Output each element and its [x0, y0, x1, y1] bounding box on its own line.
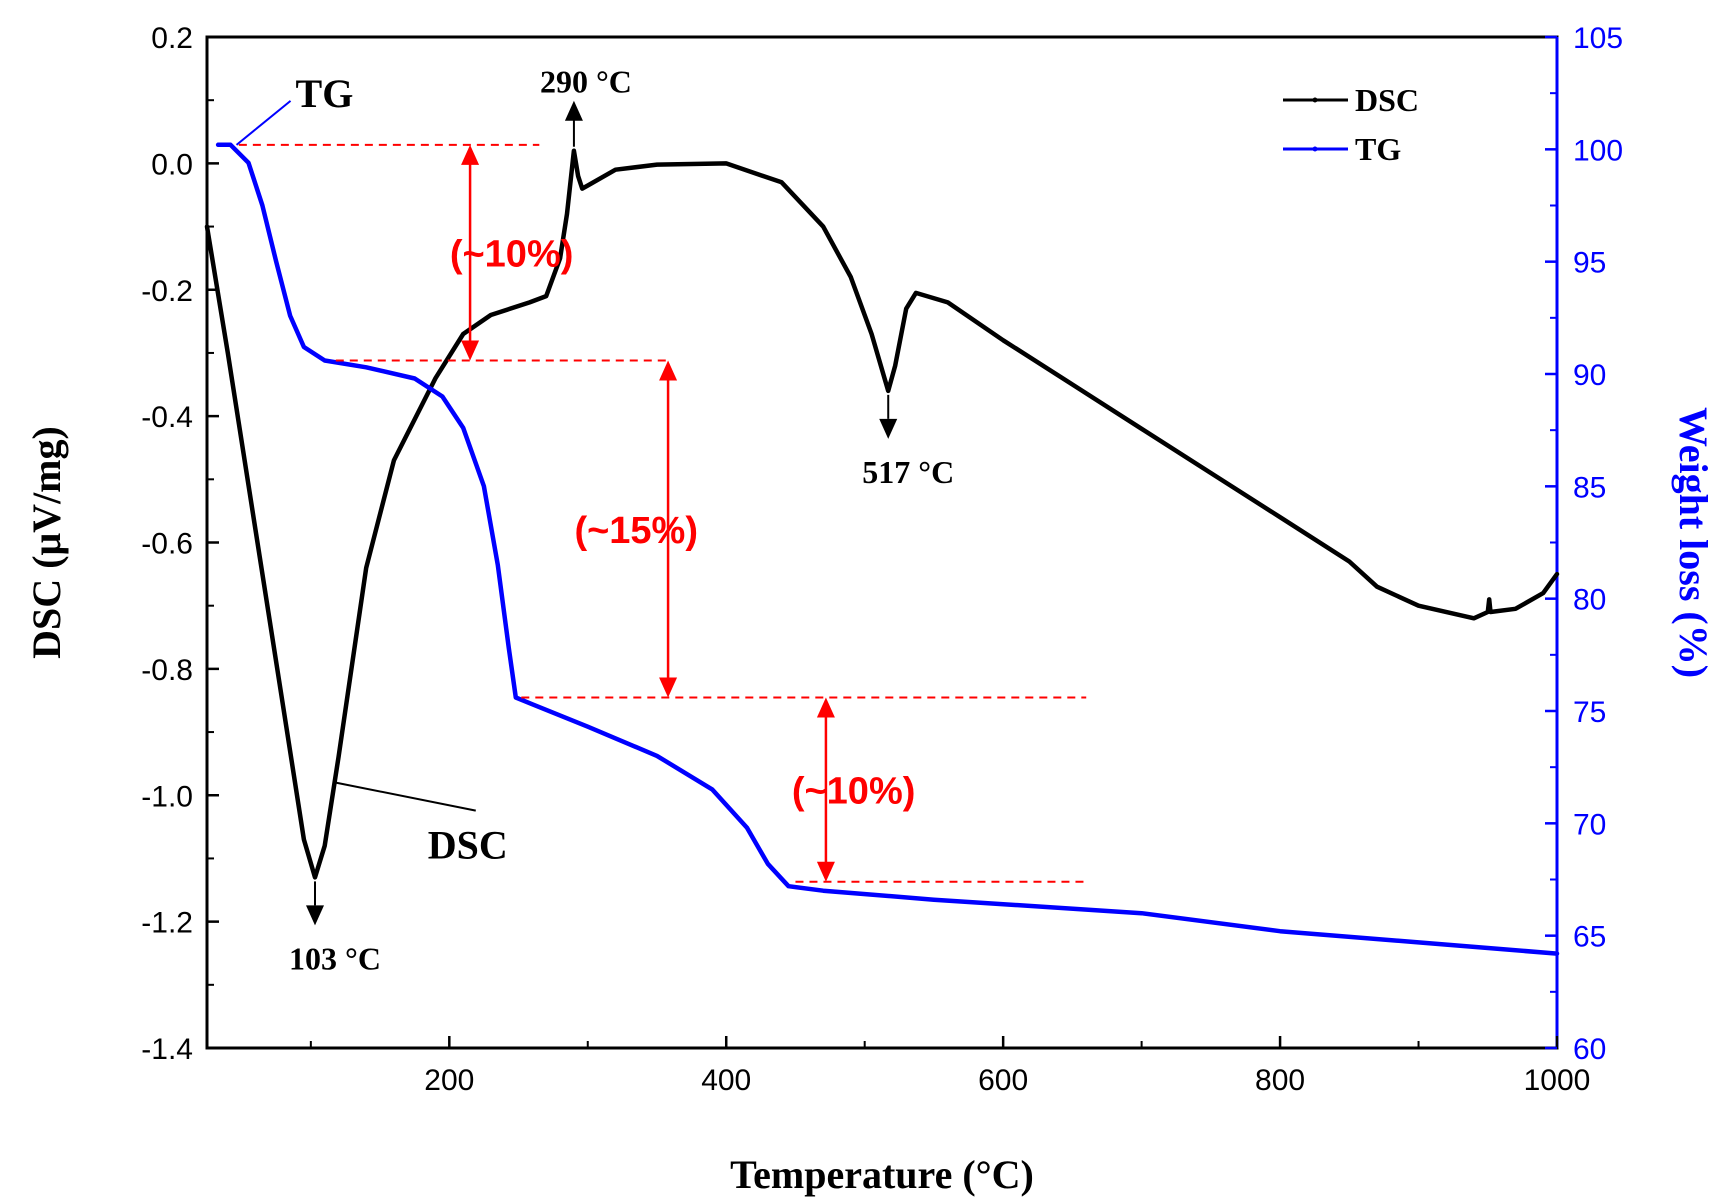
y-left-tick-label: -0.2	[141, 275, 193, 308]
ticks-layer: 200 400 600 800 1000 0.2 0.0 -0.2 -0.4 -0.6 -0.8 -1…	[141, 22, 1623, 1097]
weight-loss-arrow-head	[816, 697, 835, 718]
y-right-tick-label: 105	[1573, 22, 1623, 55]
weight-loss-arrow-head	[461, 340, 480, 361]
weight-loss-arrow-head	[659, 360, 678, 381]
tg-label-leader	[235, 100, 292, 146]
series-layer	[204, 142, 1560, 956]
peak-arrow-head	[879, 418, 898, 439]
y-right-tick-label: 60	[1573, 1033, 1606, 1066]
weight-loss-label: (~10%)	[792, 771, 916, 813]
x-tick-label: 400	[701, 1064, 751, 1097]
y-left-tick-label: 0.0	[151, 148, 193, 181]
x-tick-label: 1000	[1524, 1064, 1591, 1097]
dsc-curve-label: DSC	[428, 823, 508, 868]
legend-marker	[1312, 97, 1318, 103]
x-tick-label: 800	[1255, 1064, 1305, 1097]
y-left-tick-label: -1.0	[141, 780, 193, 813]
legend-marker	[1312, 146, 1318, 152]
y-right-tick-label: 80	[1573, 584, 1606, 617]
y-right-tick-label: 90	[1573, 359, 1606, 392]
y-left-tick-label: -0.6	[141, 528, 193, 561]
peak-arrow-head	[564, 100, 583, 121]
weight-loss-label: (~15%)	[574, 510, 698, 552]
y-axis-right-title: Weight loss (%)	[1671, 407, 1716, 678]
annot-layer: (~10%) (~15%) (~10%) 290 °C 517 °C 103 °C TG DS…	[235, 64, 1087, 976]
weight-loss-arrow-head	[461, 144, 480, 165]
y-right-tick-label: 85	[1573, 471, 1606, 504]
y-left-tick-label: -0.4	[141, 401, 193, 434]
x-tick-label: 200	[424, 1064, 474, 1097]
peak-arrow-head	[306, 905, 324, 926]
tg-curve-label: TG	[296, 71, 354, 116]
y-right-tick-label: 70	[1573, 808, 1606, 841]
legend-label: DSC	[1355, 82, 1419, 118]
y-right-tick-label: 65	[1573, 921, 1606, 954]
series-line-tg	[215, 142, 1560, 956]
series-line-dsc	[204, 148, 1560, 880]
x-axis-title: Temperature (°C)	[730, 1152, 1034, 1197]
peak-label: 517 °C	[862, 454, 954, 490]
y-right-tick-label: 100	[1573, 134, 1623, 167]
weight-loss-arrow-head	[816, 861, 835, 882]
y-right-tick-label: 75	[1573, 696, 1606, 729]
legend: DSC TG	[1283, 82, 1419, 167]
dsc-label-leader	[335, 781, 476, 812]
peak-label: 103 °C	[289, 940, 381, 976]
weight-loss-label: (~10%)	[450, 234, 574, 276]
weight-loss-arrow-head	[659, 677, 678, 698]
y-left-tick-label: -0.8	[141, 654, 193, 687]
x-tick-label: 600	[978, 1064, 1028, 1097]
peak-label: 290 °C	[540, 64, 632, 100]
y-axis-left-title: DSC (μV/mg)	[24, 426, 69, 659]
y-right-tick-label: 95	[1573, 247, 1606, 280]
legend-label: TG	[1355, 131, 1401, 167]
y-left-tick-label: 0.2	[151, 22, 193, 55]
y-left-tick-label: -1.4	[141, 1033, 193, 1066]
y-left-tick-label: -1.2	[141, 907, 193, 940]
